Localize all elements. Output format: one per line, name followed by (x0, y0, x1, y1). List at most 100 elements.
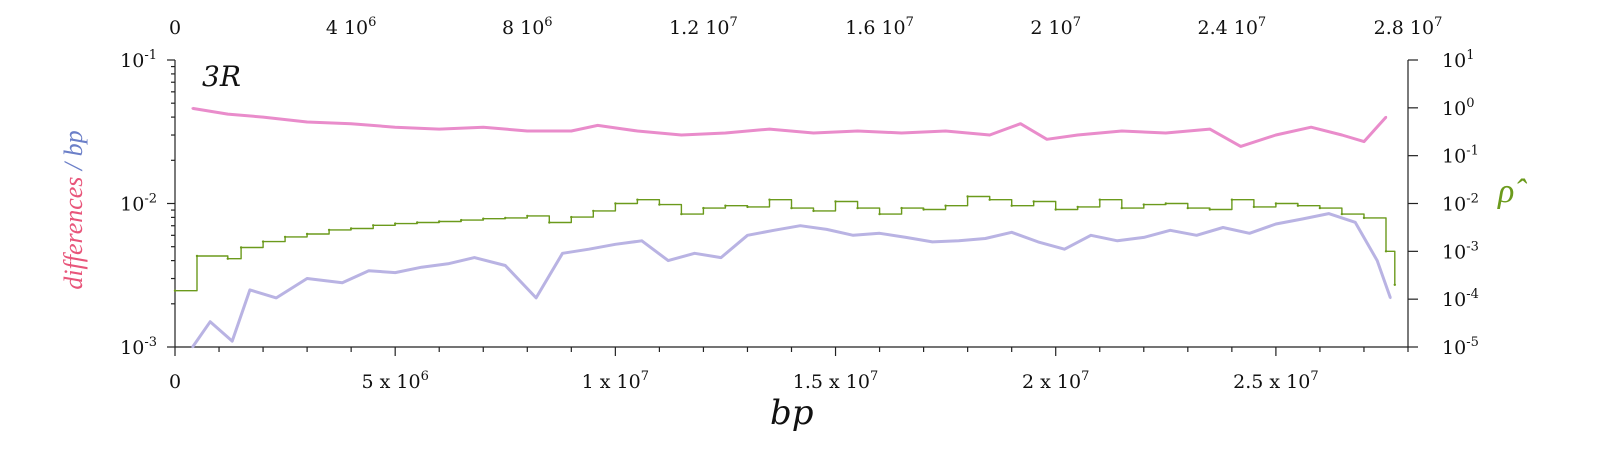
series-rho-line-point (1010, 204, 1013, 207)
series-pink-line-point (768, 127, 771, 131)
y-axis-label: differences / bp (59, 130, 88, 289)
series-rho-line-group (173, 195, 1397, 292)
series-pink-line-point (812, 131, 815, 135)
y-tick-label: 10-1 (120, 48, 157, 72)
series-lavender-line-point (799, 224, 802, 227)
y-axis-label-differences: differences (59, 177, 88, 290)
series-rho-line-point (570, 215, 573, 219)
y2-tick-label: 10-5 (1442, 335, 1479, 359)
series-pink-line-point (1208, 127, 1212, 131)
series-lavender-line-point (341, 281, 344, 284)
series-lavender-line-point (231, 339, 234, 343)
x-tick-label: 1 x 107 (582, 369, 649, 393)
series-rho-line-point (1318, 206, 1322, 210)
series-rho-line-point (1164, 202, 1168, 205)
y-axis-label-bp: bp (59, 130, 88, 156)
series-rho-line-point (349, 227, 353, 230)
series-rho-line-point (856, 206, 859, 210)
series-pink-line-point (1309, 126, 1313, 129)
y2-tick-label: 10-1 (1442, 144, 1479, 168)
series-rho-line-point (834, 200, 837, 203)
series-rho-line-point (900, 206, 903, 210)
series-lavender-line-point (1354, 221, 1357, 224)
x-tick-label: 2 x 107 (1022, 369, 1089, 393)
x-top-tick-label: 2.8 107 (1374, 15, 1443, 39)
x-top-tick-label: 1.2 107 (669, 15, 738, 39)
series-lavender-line-point (640, 239, 643, 242)
series-pink-line-point (596, 124, 599, 127)
series-rho-line-point (1362, 216, 1366, 220)
x-top-tick-label: 1.6 107 (845, 15, 914, 39)
series-rho-line-point (226, 257, 229, 260)
series-lavender-line-group (191, 212, 1392, 349)
series-rho-line-point (394, 222, 397, 225)
series-rho-line-point (878, 212, 881, 216)
series-rho-line-point (1230, 198, 1234, 201)
series-pink-line-point (900, 131, 903, 135)
x-top-tick-label: 0 (169, 17, 181, 39)
series-rho-line-point (1186, 206, 1190, 210)
series-rho-line-point (680, 212, 683, 216)
series-pink-line-point (305, 120, 309, 124)
series-rho-line-point (1296, 204, 1300, 207)
series-rho-line-point (283, 235, 287, 239)
series-pink-line-point (1362, 140, 1366, 143)
series-lavender-line-point (772, 229, 776, 232)
series-lavender-line-point (984, 237, 987, 240)
series-rho-line-point (548, 221, 551, 224)
series-rho-line-point (305, 232, 309, 236)
series-lavender-line-point (394, 271, 397, 274)
series-rho-line-point (482, 217, 485, 220)
panel-label: 3R (202, 60, 241, 93)
series-lavender-line-point (1221, 226, 1225, 229)
series-pink-line-point (1164, 131, 1168, 135)
series-lavender-line-point (561, 252, 564, 255)
y2-axis-label: ρ̂ (1497, 173, 1527, 210)
x-top-tick-label: 4 106 (326, 15, 377, 39)
series-pink-line-point (856, 129, 859, 133)
series-rho-line-point (614, 202, 617, 205)
series-rho-line-point (1120, 206, 1124, 210)
series-lavender-line-point (446, 262, 450, 265)
series-pink-line-point (394, 126, 397, 129)
series-lavender-line-point (693, 252, 696, 255)
x-top-tick-label: 2 107 (1030, 15, 1081, 39)
series-rho-line-point (239, 246, 243, 249)
y-tick-label: 10-2 (120, 192, 157, 216)
series-lavender-line-point (305, 277, 309, 280)
y-tick-label: 10-3 (120, 335, 157, 359)
series-pink-line-point (191, 107, 194, 110)
x-tick-label: 1.5 x 107 (793, 369, 878, 393)
series-lavender-line-point (1274, 222, 1278, 226)
series-lavender-line-point (1142, 236, 1146, 239)
series-rho-line-point (724, 204, 727, 207)
x-top-tick-label: 8 106 (502, 15, 553, 39)
series-rho-line-point (658, 203, 661, 206)
series-lavender-line-point (473, 256, 476, 259)
y2-tick-label: 10-4 (1442, 287, 1479, 311)
series-rho-line-point (173, 289, 177, 292)
y2-tick-label: 101 (1442, 48, 1474, 72)
series-rho-line-point (746, 205, 749, 209)
chart-axes: 0 5 x 106 1 x 107 1.5 x 107 2 x 107 2.5 x 107… (120, 15, 1479, 393)
series-rho-line-point (1142, 203, 1146, 206)
series-rho-line-point (702, 206, 705, 210)
series-rho-line-point (592, 209, 595, 213)
series-lavender-line-point (852, 234, 855, 237)
series-pink-line-point (988, 133, 991, 137)
series-lavender-line-point (614, 243, 617, 246)
series-lavender-line-point (746, 234, 749, 237)
series-lavender-line-point (420, 266, 423, 269)
series-lavender-line-point (1301, 217, 1304, 221)
series-rho-line-point (1076, 205, 1079, 209)
series-pink-line-point (944, 129, 947, 133)
series-lavender-line-point (957, 239, 960, 242)
series-rho-line-point (372, 224, 375, 227)
series-lavender-line-point (209, 320, 212, 323)
series-lavender-line-point (1248, 232, 1251, 235)
series-rho-line-point (526, 214, 529, 218)
series-lavender-line-point (587, 248, 591, 251)
x-tick-label: 5 x 106 (362, 369, 429, 393)
series-lavender-line-point (719, 256, 723, 259)
series-pink-line-point (261, 115, 265, 119)
